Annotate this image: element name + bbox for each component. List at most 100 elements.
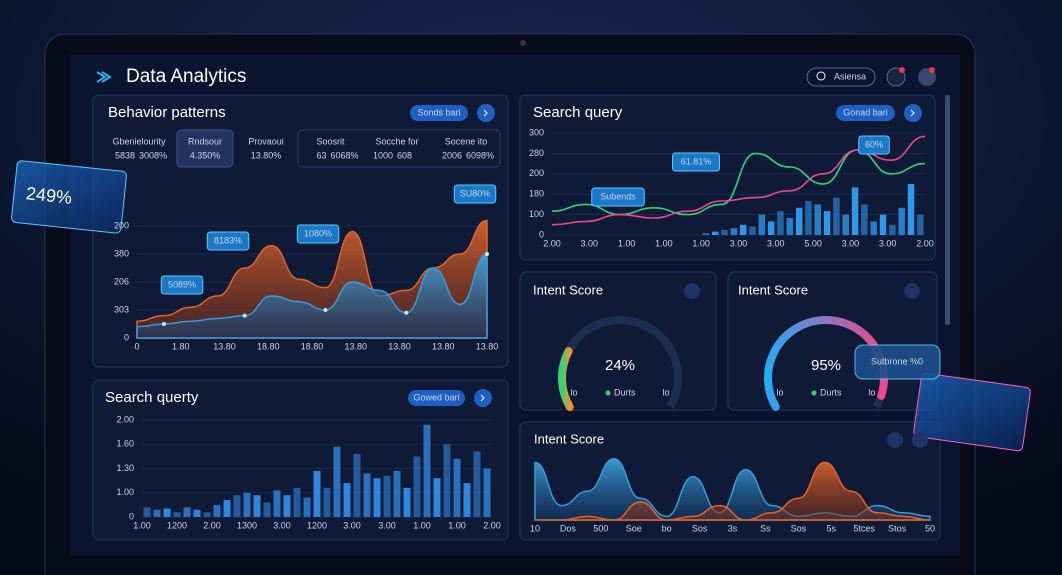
stat-value: 2006 bbox=[442, 150, 462, 160]
point bbox=[242, 313, 247, 318]
gauge-arc bbox=[558, 347, 574, 411]
bar bbox=[303, 497, 311, 517]
search-box[interactable] bbox=[806, 67, 876, 87]
bar bbox=[814, 204, 822, 235]
next-button[interactable] bbox=[477, 104, 495, 122]
callout-label: Subends bbox=[600, 191, 636, 201]
x-tick-label: 3.00 bbox=[842, 238, 860, 248]
stat-value: 63 bbox=[316, 150, 326, 160]
panel-title: Search query bbox=[533, 104, 623, 121]
stats-box bbox=[176, 129, 234, 168]
bar bbox=[917, 214, 924, 235]
search-icon bbox=[816, 71, 826, 81]
y-tick-label: 0 bbox=[539, 229, 544, 239]
scrollbar[interactable] bbox=[945, 95, 950, 325]
x-tick-label: Dos bbox=[560, 523, 577, 533]
gauge-value: 24% bbox=[605, 357, 635, 374]
stat-value: 4.350% bbox=[190, 150, 221, 160]
stat-value: 1000 bbox=[373, 150, 393, 160]
bar bbox=[879, 214, 887, 235]
x-tick-label: 0 bbox=[134, 341, 139, 351]
bar bbox=[463, 483, 471, 517]
button[interactable] bbox=[410, 105, 468, 121]
y-tick-label: 1.00 bbox=[116, 487, 134, 497]
x-tick-label: 2.00 bbox=[916, 238, 934, 248]
x-tick-label: 18.80 bbox=[257, 341, 280, 351]
bar bbox=[423, 424, 431, 517]
x-tick-label: 3.00 bbox=[273, 520, 291, 530]
x-tick-label: 1.00 bbox=[692, 238, 710, 248]
bar bbox=[702, 233, 710, 235]
legend-dot bbox=[605, 390, 611, 396]
bar bbox=[433, 478, 441, 517]
button[interactable] bbox=[408, 390, 465, 406]
control-button[interactable] bbox=[912, 432, 928, 448]
x-tick-label: 1.00 bbox=[655, 238, 673, 248]
bar bbox=[786, 218, 794, 235]
stat-value: 13.80% bbox=[251, 150, 282, 160]
x-tick-label: 1.00 bbox=[133, 520, 151, 530]
point bbox=[404, 310, 409, 315]
legend-dot bbox=[811, 390, 817, 396]
next-button[interactable] bbox=[474, 389, 492, 407]
logo bbox=[96, 71, 112, 83]
callout-label: 8183% bbox=[214, 235, 242, 245]
bar bbox=[283, 495, 291, 517]
x-tick-label: 50 bbox=[925, 523, 935, 533]
stat-value: 5838 bbox=[115, 150, 135, 160]
x-tick-label: 1.00 bbox=[413, 520, 431, 530]
y-tick-label: 0 bbox=[129, 511, 134, 521]
y-tick-label: 1.60 bbox=[116, 439, 134, 449]
x-tick-label: 5tces bbox=[853, 523, 875, 533]
next-button[interactable] bbox=[904, 104, 922, 122]
control-button[interactable] bbox=[887, 432, 903, 448]
x-tick-label: 500 bbox=[593, 523, 608, 533]
point bbox=[485, 252, 489, 256]
tooltip-label: Sutbrone %0 bbox=[871, 356, 923, 366]
x-tick-label: 2.00 bbox=[483, 520, 501, 530]
bar bbox=[353, 453, 361, 517]
info-button[interactable] bbox=[904, 283, 920, 299]
x-tick-label: 3.00 bbox=[343, 520, 361, 530]
x-tick-label: Ss bbox=[760, 523, 771, 533]
gauge-max: lo bbox=[868, 387, 875, 397]
x-tick-label: Sos bbox=[692, 523, 708, 533]
y-tick-label: 380 bbox=[114, 248, 129, 258]
button[interactable] bbox=[836, 105, 895, 121]
floating-card bbox=[913, 372, 1031, 452]
stats-box bbox=[297, 129, 501, 168]
x-tick-label: 1.80 bbox=[172, 341, 190, 351]
x-tick-label: 2.00 bbox=[203, 520, 221, 530]
card bbox=[11, 160, 127, 234]
y-tick-label: 180 bbox=[529, 189, 544, 199]
bar bbox=[333, 446, 341, 517]
legend-label: Durts bbox=[820, 387, 842, 397]
bar bbox=[243, 492, 251, 517]
x-tick-label: 3.00 bbox=[879, 238, 897, 248]
x-tick-label: Sos bbox=[791, 523, 807, 533]
bar bbox=[153, 509, 161, 517]
bar bbox=[842, 214, 850, 235]
bar bbox=[823, 211, 831, 235]
bar bbox=[183, 507, 191, 517]
bar bbox=[861, 204, 868, 235]
x-tick-label: 3.00 bbox=[730, 238, 748, 248]
bar bbox=[889, 224, 896, 235]
bar bbox=[373, 478, 381, 517]
callout-label: 1080% bbox=[304, 228, 332, 238]
camera bbox=[520, 40, 526, 46]
x-tick-label: 3s bbox=[728, 523, 738, 533]
bar bbox=[363, 473, 371, 517]
area bbox=[136, 253, 488, 339]
gauge-min: lo bbox=[570, 387, 577, 397]
x-tick-label: Stos bbox=[888, 523, 907, 533]
stat-change: 6098% bbox=[466, 150, 494, 160]
callout-label: 5089% bbox=[168, 279, 196, 289]
stat-change: 608 bbox=[397, 150, 412, 160]
info-button[interactable] bbox=[684, 283, 700, 299]
x-tick-label: 5s bbox=[826, 523, 836, 533]
callout-label: 60% bbox=[865, 139, 883, 149]
callout bbox=[591, 187, 645, 207]
bar bbox=[851, 187, 859, 235]
bar bbox=[293, 487, 301, 517]
